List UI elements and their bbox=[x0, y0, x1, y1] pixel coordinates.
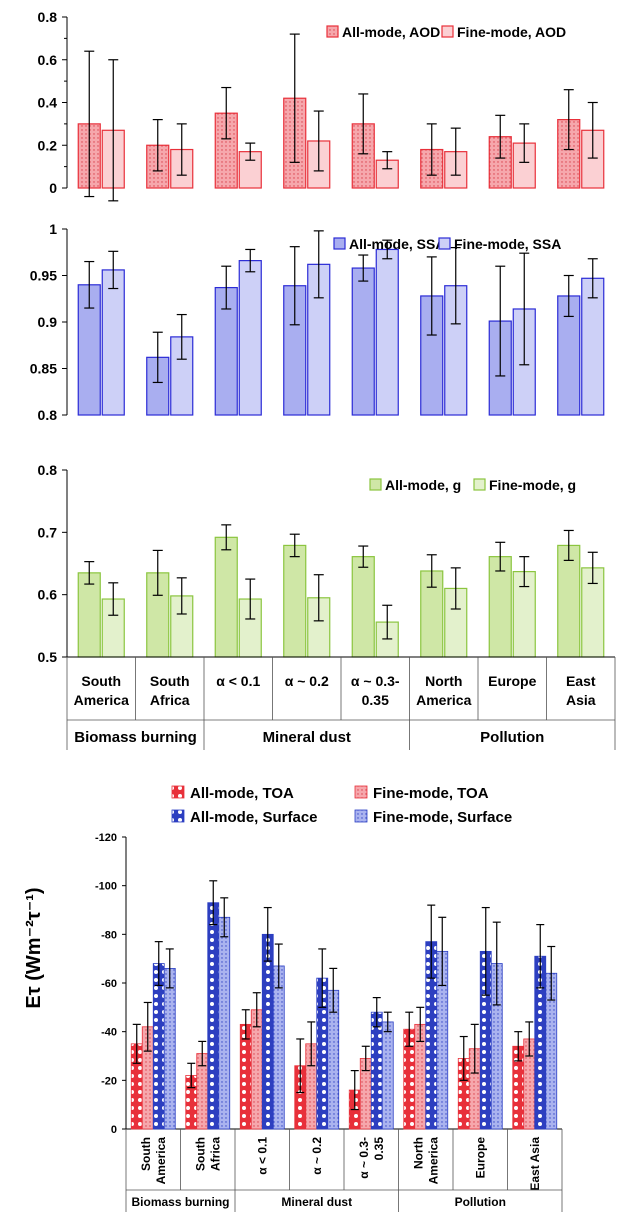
aod-legend-swatch bbox=[326, 25, 339, 38]
tf-x-tick-label: America bbox=[426, 1137, 440, 1185]
tf-bar bbox=[152, 963, 165, 1130]
top-x-tick-label: East bbox=[566, 673, 596, 689]
tf-ytick-label: -80 bbox=[101, 929, 117, 941]
aod-legend-swatch bbox=[441, 25, 454, 38]
ssa-bar bbox=[581, 277, 605, 416]
top-x-tick-label: 0.35 bbox=[362, 692, 389, 708]
top-x-tick-label: α ~ 0.2 bbox=[285, 673, 329, 689]
tf-x-tick-label: α ~ 0.2 bbox=[310, 1137, 324, 1175]
tf-x-tick-label: North bbox=[411, 1137, 425, 1169]
top-x-tick-label: America bbox=[416, 692, 471, 708]
ssa-legend-swatch bbox=[333, 237, 346, 250]
top-x-tick-label: South bbox=[81, 673, 121, 689]
tf-x-tick-label: America bbox=[154, 1137, 168, 1185]
tf-x-tick-label: South bbox=[193, 1137, 207, 1171]
tf-x-tick-label: East Asia bbox=[528, 1137, 542, 1191]
top-x-tick-label: α ~ 0.3- bbox=[351, 673, 400, 689]
tf-ytick-label: -120 bbox=[95, 832, 117, 844]
tf-legend-label: Fine-mode, Surface bbox=[373, 809, 512, 826]
tf-bar bbox=[272, 965, 285, 1130]
ssa-bar bbox=[375, 248, 399, 416]
tf-ytick-label: 0 bbox=[111, 1124, 117, 1136]
tf-ytick-label: -100 bbox=[95, 881, 117, 893]
tf-x-tick-label: α ~ 0.3- bbox=[357, 1137, 371, 1179]
ssa-ytick-label: 0.95 bbox=[30, 268, 57, 284]
tf-legend-label: All-mode, TOA bbox=[190, 785, 294, 802]
ssa-bar bbox=[238, 260, 262, 416]
g-legend-label: All-mode, g bbox=[385, 477, 461, 493]
top-x-tick-label: Africa bbox=[150, 692, 190, 708]
ssa-ytick-label: 0.85 bbox=[30, 361, 57, 377]
aod-ytick-label: 0.4 bbox=[38, 95, 58, 111]
tf-x-tick-label: South bbox=[139, 1137, 153, 1171]
top-x-tick-label: Europe bbox=[488, 673, 536, 689]
g-bar bbox=[283, 544, 307, 658]
aod-legend-label: All-mode, AOD bbox=[342, 24, 440, 40]
tf-bar bbox=[239, 1023, 252, 1130]
tf-bar bbox=[381, 1021, 394, 1130]
top-group-label: Biomass burning bbox=[74, 729, 197, 746]
top-x-tick-label: Asia bbox=[566, 692, 596, 708]
tf-bar bbox=[370, 1011, 383, 1130]
tf-ytick-label: -40 bbox=[101, 1027, 117, 1039]
g-ytick-label: 0.7 bbox=[38, 524, 58, 540]
tf-legend-swatch bbox=[171, 809, 185, 823]
aod-ytick-label: 0 bbox=[49, 180, 57, 196]
top-x-tick-label: North bbox=[425, 673, 462, 689]
g-ytick-label: 0.5 bbox=[38, 649, 58, 665]
top-x-tick-label: α < 0.1 bbox=[216, 673, 260, 689]
tf-legend-swatch bbox=[354, 785, 368, 799]
g-bar bbox=[557, 544, 581, 658]
tf-x-tick-label: α < 0.1 bbox=[255, 1137, 269, 1175]
ssa-legend-label: All-mode, SSA bbox=[349, 236, 445, 252]
tf-legend-label: Fine-mode, TOA bbox=[373, 785, 489, 802]
tf-bar bbox=[207, 902, 220, 1130]
tf-legend-swatch bbox=[354, 809, 368, 823]
top-x-tick-label: South bbox=[150, 673, 190, 689]
aod-ytick-label: 0.8 bbox=[38, 9, 58, 25]
g-ytick-label: 0.6 bbox=[38, 587, 58, 603]
g-legend-label: Fine-mode, g bbox=[489, 477, 576, 493]
tf-bar bbox=[250, 1009, 263, 1130]
tf-x-tick-label: Europe bbox=[473, 1137, 487, 1179]
g-legend-swatch bbox=[473, 478, 486, 491]
top-group-label: Mineral dust bbox=[263, 729, 351, 746]
tf-bar bbox=[163, 968, 176, 1130]
tf-x-tick-label: Africa bbox=[208, 1137, 222, 1171]
top-group-label: Pollution bbox=[480, 729, 544, 746]
tf-ytick-label: -60 bbox=[101, 978, 117, 990]
tf-bar bbox=[218, 916, 231, 1130]
tf-legend-label: All-mode, Surface bbox=[190, 809, 318, 826]
ssa-ytick-label: 0.9 bbox=[38, 314, 58, 330]
tf-bar bbox=[261, 933, 274, 1130]
top-x-tick-label: America bbox=[74, 692, 129, 708]
ssa-ytick-label: 1 bbox=[49, 221, 57, 237]
g-ytick-label: 0.8 bbox=[38, 462, 58, 478]
g-bar bbox=[488, 556, 512, 658]
ssa-ytick-label: 0.8 bbox=[38, 407, 58, 423]
tf-group-label: Mineral dust bbox=[281, 1195, 352, 1209]
ssa-legend-swatch bbox=[438, 237, 451, 250]
ssa-bar bbox=[101, 269, 125, 416]
g-bar bbox=[214, 536, 238, 658]
tf-y-axis-title: Eτ (Wm⁻²τ⁻¹) bbox=[23, 887, 45, 1008]
aod-ytick-label: 0.2 bbox=[38, 137, 58, 153]
ssa-legend-label: Fine-mode, SSA bbox=[454, 236, 561, 252]
tf-group-label: Biomass burning bbox=[131, 1195, 229, 1209]
tf-ytick-label: -20 bbox=[101, 1075, 117, 1087]
g-bar bbox=[77, 572, 101, 658]
tf-group-label: Pollution bbox=[455, 1195, 506, 1209]
tf-x-tick-label: 0.35 bbox=[372, 1137, 386, 1161]
g-bar bbox=[351, 556, 375, 658]
ssa-bar bbox=[351, 267, 375, 416]
g-legend-swatch bbox=[369, 478, 382, 491]
tf-legend-swatch bbox=[171, 785, 185, 799]
aod-legend-label: Fine-mode, AOD bbox=[457, 24, 566, 40]
aod-ytick-label: 0.6 bbox=[38, 52, 58, 68]
